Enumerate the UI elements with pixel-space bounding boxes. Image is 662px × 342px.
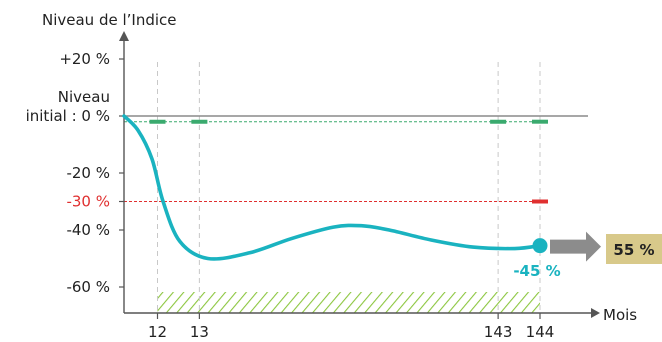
background-layer	[124, 62, 588, 313]
series-line	[122, 114, 542, 261]
x-tick-label: 143	[484, 323, 513, 341]
y-tick-label: initial : 0 %	[26, 107, 110, 125]
y-tick-label-above: Niveau	[58, 88, 110, 106]
x-axis-title: Mois	[603, 306, 637, 324]
x-tick-label: 144	[526, 323, 555, 341]
y-axis-arrow	[119, 31, 129, 41]
y-tick-label: -40 %	[66, 221, 110, 239]
result-arrow	[550, 231, 601, 262]
series-end-label: -45 %	[513, 262, 560, 280]
y-axis-title: Niveau de l’Indice	[42, 11, 177, 29]
labels-layer: +20 % initial : 0 %Niveau -20 % -30 % -40 % -…	[26, 50, 555, 341]
x-tick-label: 12	[148, 323, 167, 341]
y-tick-label: -20 %	[66, 164, 110, 182]
y-tick-label: +20 %	[59, 50, 110, 68]
y-tick-label: -30 %	[66, 193, 110, 211]
series-end-point	[532, 238, 548, 254]
hatched-band	[157, 292, 540, 313]
y-tick-label: -60 %	[66, 278, 110, 296]
x-tick-label: 13	[190, 323, 209, 341]
x-axis-arrow	[591, 308, 600, 318]
series-layer	[122, 114, 548, 261]
axes-layer	[119, 31, 600, 319]
result-box	[606, 234, 662, 264]
result-box-label: 55 %	[613, 241, 654, 259]
